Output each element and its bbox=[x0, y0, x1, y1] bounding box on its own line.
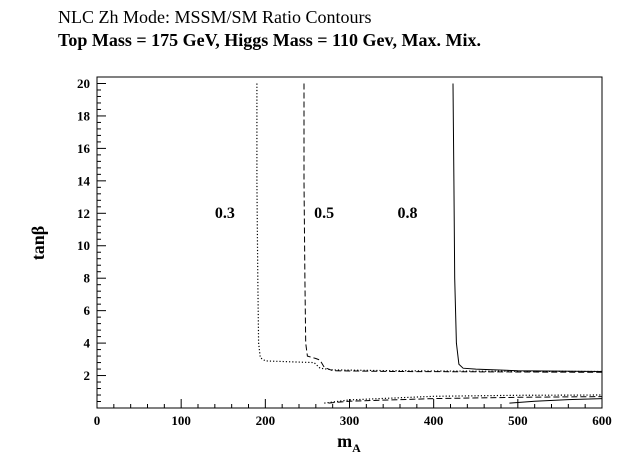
y-tick-label: 12 bbox=[77, 206, 90, 221]
contour-labels: 0.3 0.5 0.8 bbox=[215, 205, 418, 222]
y-tick-label: 14 bbox=[77, 173, 91, 188]
y-tick-label: 10 bbox=[77, 238, 90, 253]
contour-line-0-5 bbox=[328, 396, 603, 404]
contour-line-0-8 bbox=[509, 398, 603, 404]
y-tick-label: 18 bbox=[77, 108, 91, 123]
plot-frame bbox=[96, 76, 603, 409]
x-tick-label: 300 bbox=[340, 413, 360, 428]
y-tick-label: 20 bbox=[77, 76, 90, 91]
contour-value-label: 0.5 bbox=[314, 205, 334, 222]
contour-line-0-8 bbox=[452, 83, 603, 372]
y-tick-label: 2 bbox=[84, 368, 91, 383]
x-tick-label: 100 bbox=[171, 413, 191, 428]
y-axis-label: tanβ bbox=[28, 226, 48, 261]
x-tick-label: 500 bbox=[508, 413, 528, 428]
x-tick-label: 400 bbox=[424, 413, 444, 428]
y-tick-label: 16 bbox=[77, 141, 91, 156]
x-tick-label: 600 bbox=[592, 413, 612, 428]
x-axis-label: mA bbox=[337, 431, 361, 455]
chart-title: NLC Zh Mode: MSSM/SM Ratio Contours bbox=[58, 7, 372, 27]
y-tick-label: 6 bbox=[84, 303, 91, 318]
axis-ticks: 0 100 200 300 400 500 600 2 4 6 8 10 12 14 16 18 20 bbox=[77, 76, 612, 428]
y-tick-label: 4 bbox=[84, 336, 91, 351]
contour-line-0-3 bbox=[256, 83, 603, 373]
contour-line-0-3 bbox=[324, 394, 603, 404]
contour-value-label: 0.3 bbox=[215, 205, 235, 222]
contour-line-0-5 bbox=[303, 83, 603, 373]
plot-area-border bbox=[96, 76, 603, 409]
y-tick-label: 8 bbox=[84, 271, 91, 286]
x-tick-label: 200 bbox=[256, 413, 276, 428]
contour-value-label: 0.8 bbox=[397, 205, 417, 222]
contour-curves bbox=[256, 83, 603, 404]
x-tick-label: 0 bbox=[94, 413, 101, 428]
chart-subtitle: Top Mass = 175 GeV, Higgs Mass = 110 Gev… bbox=[58, 30, 482, 50]
